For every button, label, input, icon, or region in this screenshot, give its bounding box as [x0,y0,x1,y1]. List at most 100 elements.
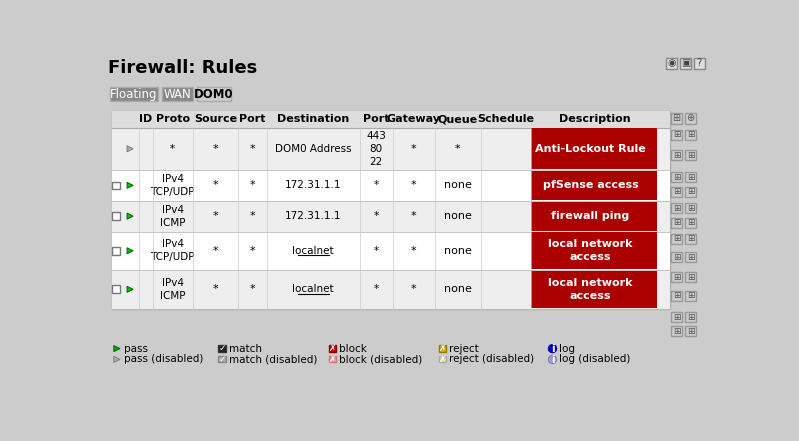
Text: localnet: localnet [292,284,334,294]
Text: *: * [213,180,218,191]
Text: Source: Source [194,114,237,124]
Text: Description: Description [559,114,630,124]
Text: ◉: ◉ [667,58,676,68]
Bar [113,182,120,189]
Bar [685,150,696,161]
Text: ⊞: ⊞ [686,313,694,322]
Text: none: none [444,180,472,191]
Bar [218,345,226,351]
Bar [110,87,158,101]
Bar [162,87,193,101]
Polygon shape [127,286,133,292]
Text: ⊕: ⊕ [686,113,694,123]
Text: ID: ID [139,114,153,124]
Bar [666,57,678,69]
Text: *: * [170,144,175,154]
Text: ⊞: ⊞ [686,204,694,213]
Polygon shape [127,146,133,152]
Text: ✗: ✗ [328,344,336,353]
Bar [531,202,657,231]
Text: Proto: Proto [156,114,190,124]
Text: Destination: Destination [277,114,349,124]
Text: ⊞: ⊞ [686,273,694,282]
Text: ✗: ✗ [439,355,446,364]
Bar [671,113,682,124]
Bar [680,57,691,69]
Text: *: * [249,144,255,154]
Text: reject (disabled): reject (disabled) [448,355,534,364]
Bar [112,201,670,232]
Polygon shape [127,248,133,254]
Text: match (disabled): match (disabled) [229,355,317,364]
Text: ⊞: ⊞ [686,253,694,262]
Bar [685,172,696,182]
Text: pass (disabled): pass (disabled) [124,355,203,364]
Text: 172.31.1.1: 172.31.1.1 [284,211,341,221]
Text: local network
access: local network access [548,239,633,262]
Text: Queue: Queue [438,114,478,124]
Text: local network
access: local network access [548,278,633,301]
Text: ⊞: ⊞ [673,273,680,282]
Bar [671,234,682,244]
Text: ⊞: ⊞ [686,292,694,300]
Bar [671,130,682,140]
Text: IPv4
TCP/UDP: IPv4 TCP/UDP [150,174,195,197]
Bar [439,345,447,351]
Text: ⊞: ⊞ [686,173,694,182]
Bar [685,203,696,213]
Text: 443
80
22: 443 80 22 [366,131,386,167]
Text: ▣: ▣ [681,58,690,68]
Text: Port: Port [363,114,389,124]
Text: *: * [411,180,416,191]
Text: Floating: Floating [110,88,157,101]
Bar [531,232,657,269]
Text: ⊞: ⊞ [686,327,694,336]
Text: ✓: ✓ [219,355,226,364]
Text: ⊞: ⊞ [673,253,680,262]
Text: DOM0: DOM0 [194,88,233,101]
Text: ⊞: ⊞ [673,113,681,123]
Text: pfSense access: pfSense access [543,180,638,191]
Text: localnet: localnet [292,246,334,256]
Text: *: * [374,284,379,294]
Text: *: * [411,246,416,256]
Text: *: * [213,144,218,154]
Bar [685,234,696,244]
Bar [531,171,657,200]
Text: *: * [249,246,255,256]
Polygon shape [127,182,133,188]
Text: *: * [411,211,416,221]
Text: ⊞: ⊞ [686,234,694,243]
Bar [531,128,657,169]
Bar [113,285,120,293]
Text: IPv4
ICMP: IPv4 ICMP [160,205,185,228]
Text: ⊞: ⊞ [686,218,694,227]
Bar [685,217,696,228]
Bar [197,87,231,101]
Text: ⊞: ⊞ [673,173,680,182]
Text: IPv4
ICMP: IPv4 ICMP [160,278,185,301]
Text: *: * [213,246,218,256]
Text: ⊞: ⊞ [673,313,680,322]
Text: ✗: ✗ [328,355,336,364]
Bar [685,291,696,301]
Bar [112,111,670,309]
Text: *: * [374,180,379,191]
Bar [113,247,120,254]
Polygon shape [113,345,120,351]
Text: ⊞: ⊞ [673,131,680,139]
Bar [671,203,682,213]
Bar [112,232,670,270]
Text: ✗: ✗ [439,344,446,353]
Text: *: * [249,180,255,191]
Text: ⊞: ⊞ [673,234,680,243]
Text: reject: reject [448,344,479,354]
Bar [112,270,670,309]
Text: ⊞: ⊞ [686,151,694,160]
Text: ?: ? [697,58,702,68]
Bar [671,312,682,322]
Text: i: i [551,344,555,354]
Polygon shape [113,356,120,363]
Text: log (disabled): log (disabled) [559,355,630,364]
Bar [671,252,682,262]
